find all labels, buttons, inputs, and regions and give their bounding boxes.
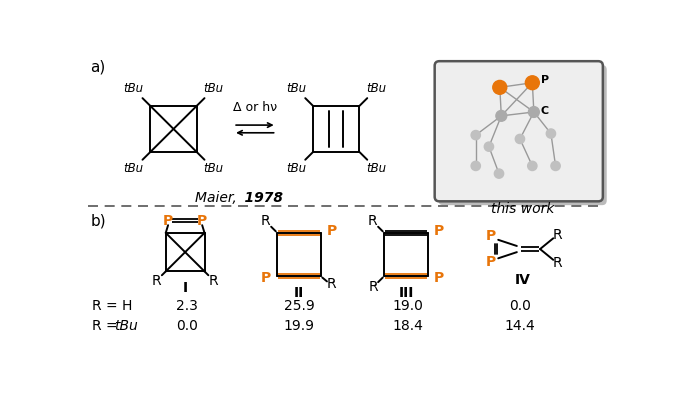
Circle shape bbox=[494, 169, 504, 178]
Text: R: R bbox=[552, 228, 562, 242]
Text: I: I bbox=[182, 281, 188, 295]
Circle shape bbox=[529, 107, 539, 117]
Text: P: P bbox=[327, 224, 338, 238]
Text: tBu: tBu bbox=[367, 163, 387, 176]
Text: P: P bbox=[485, 255, 495, 269]
Text: P: P bbox=[197, 213, 207, 228]
Text: P: P bbox=[434, 270, 444, 285]
Text: R =: R = bbox=[92, 319, 122, 333]
Circle shape bbox=[546, 129, 556, 138]
Text: tBu: tBu bbox=[286, 82, 306, 95]
Text: 18.4: 18.4 bbox=[392, 319, 423, 333]
Text: R: R bbox=[152, 274, 161, 288]
Text: 19.9: 19.9 bbox=[284, 319, 315, 333]
Text: 1978: 1978 bbox=[240, 191, 284, 205]
Text: tBu: tBu bbox=[286, 163, 306, 176]
Text: R = H: R = H bbox=[92, 299, 132, 313]
Circle shape bbox=[471, 131, 481, 140]
Text: b): b) bbox=[90, 214, 106, 228]
Text: Maier,: Maier, bbox=[195, 191, 240, 205]
Text: IV: IV bbox=[514, 273, 530, 287]
Text: R: R bbox=[369, 280, 378, 294]
Text: II: II bbox=[294, 286, 304, 300]
Text: P: P bbox=[261, 270, 271, 285]
Text: 0.0: 0.0 bbox=[176, 319, 198, 333]
Text: 25.9: 25.9 bbox=[284, 299, 315, 313]
Text: R: R bbox=[209, 274, 219, 288]
Circle shape bbox=[496, 110, 507, 121]
Text: III: III bbox=[398, 286, 414, 300]
Text: C: C bbox=[541, 106, 549, 116]
Text: Δ or hν: Δ or hν bbox=[233, 100, 277, 113]
Text: R: R bbox=[261, 214, 271, 228]
Text: tBu: tBu bbox=[367, 82, 387, 95]
Text: tBu: tBu bbox=[114, 319, 138, 333]
Circle shape bbox=[528, 161, 537, 171]
Text: P: P bbox=[485, 229, 495, 243]
Text: P: P bbox=[541, 76, 549, 85]
Text: 2.3: 2.3 bbox=[176, 299, 198, 313]
Text: P: P bbox=[163, 213, 173, 228]
Text: R: R bbox=[368, 214, 377, 228]
Text: P: P bbox=[434, 224, 444, 238]
Text: a): a) bbox=[90, 60, 106, 75]
FancyBboxPatch shape bbox=[439, 65, 607, 205]
Circle shape bbox=[471, 161, 481, 171]
Text: R: R bbox=[552, 256, 562, 270]
Text: 14.4: 14.4 bbox=[504, 319, 535, 333]
Circle shape bbox=[551, 161, 560, 171]
Circle shape bbox=[484, 142, 493, 151]
Circle shape bbox=[515, 134, 524, 144]
FancyBboxPatch shape bbox=[435, 61, 603, 201]
Text: tBu: tBu bbox=[204, 163, 224, 176]
Circle shape bbox=[493, 80, 507, 94]
Text: tBu: tBu bbox=[204, 82, 224, 95]
Text: this work: this work bbox=[491, 202, 554, 216]
Text: 0.0: 0.0 bbox=[509, 299, 531, 313]
Text: tBu: tBu bbox=[123, 163, 143, 176]
Text: 19.0: 19.0 bbox=[392, 299, 423, 313]
Circle shape bbox=[525, 76, 539, 89]
Text: tBu: tBu bbox=[123, 82, 143, 95]
Text: R: R bbox=[327, 277, 336, 291]
